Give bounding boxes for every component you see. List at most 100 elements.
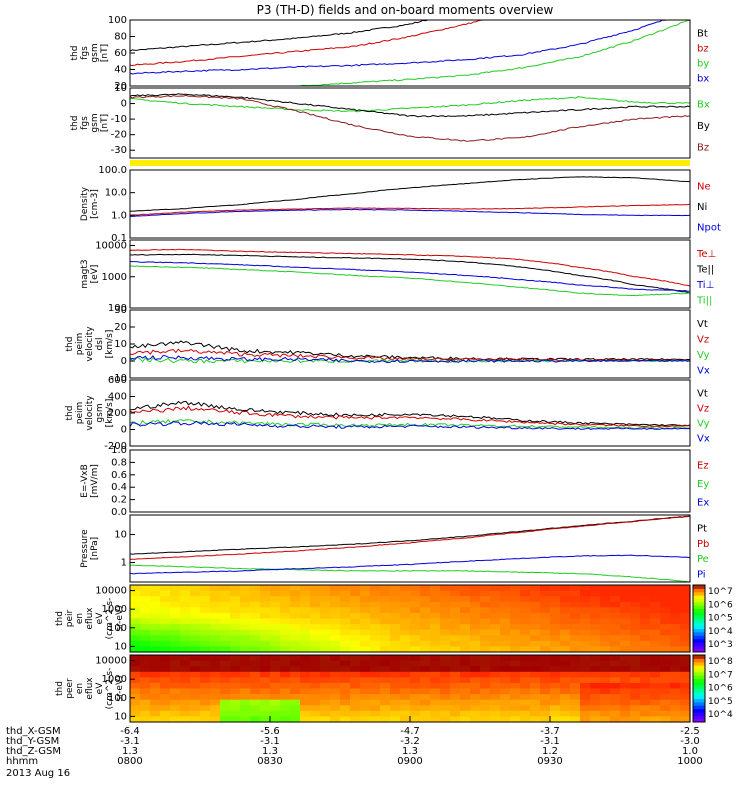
spectrogram-cell	[600, 590, 611, 597]
spectrogram-cell	[190, 624, 201, 631]
spectrogram-cell	[680, 682, 691, 690]
spectrogram-cell	[660, 646, 671, 653]
spectrogram-cell	[290, 677, 301, 684]
spectrogram-cell	[220, 671, 231, 678]
spectrogram-cell	[230, 585, 241, 592]
spectrogram-cell	[470, 699, 481, 706]
spectrogram-cell	[330, 666, 341, 673]
spectrogram-cell	[550, 688, 561, 695]
spectrogram-cell	[370, 655, 381, 662]
spectrogram-cell	[130, 716, 141, 723]
colorbar-step	[693, 661, 705, 666]
spectrogram-cell	[260, 682, 271, 690]
spectrogram-cell	[190, 688, 201, 695]
spectrogram-cell	[580, 624, 591, 631]
spectrogram-cell	[630, 607, 641, 614]
spectrogram-cell	[450, 688, 461, 695]
spectrogram-cell	[470, 618, 481, 625]
spectrogram-cell	[150, 640, 161, 647]
spectrogram-cell	[300, 671, 311, 678]
colorbar-step	[693, 605, 705, 609]
spectrogram-cell	[620, 671, 631, 678]
spectrogram-cell	[330, 596, 341, 603]
spectrogram-cell	[360, 710, 371, 717]
spectrogram-cell	[520, 612, 531, 620]
spectrogram-cell	[270, 688, 281, 695]
spectrogram-cell	[260, 640, 271, 647]
spectrogram-cell	[310, 694, 321, 701]
spectrogram-cell	[180, 607, 191, 614]
spectrogram-cell	[400, 596, 411, 603]
spectrogram-cell	[320, 660, 331, 667]
spectrogram-cell	[560, 705, 571, 712]
spectrogram-cell	[240, 694, 251, 701]
spectrogram-cell	[380, 699, 391, 706]
spectrogram-cell	[350, 618, 361, 625]
spectrogram-cell	[160, 607, 171, 614]
spectrogram-cell	[450, 671, 461, 678]
spectrogram-cell	[130, 682, 141, 690]
spectrogram-cell	[460, 607, 471, 614]
spectrogram-cell	[530, 655, 541, 662]
spectrogram-cell	[260, 716, 271, 723]
panels: 20406080100thdfgsgsm[nT]Btbzbybx-30-20-1…	[55, 15, 733, 723]
spectrogram-cell	[640, 716, 651, 723]
spectrogram-cell	[270, 699, 281, 706]
spectrogram-cell	[390, 699, 401, 706]
spectrogram-cell	[130, 601, 141, 608]
spectrogram-cell	[210, 640, 221, 647]
spectrogram-cell	[610, 688, 621, 695]
y-tick-label: 1.0	[111, 445, 127, 456]
spectrogram-cell	[600, 585, 611, 592]
spectrogram-cell	[520, 710, 531, 717]
spectrogram-cell	[230, 640, 241, 647]
spectrogram-cell	[600, 612, 611, 620]
spectrogram-cell	[170, 640, 181, 647]
spectrogram-cell	[300, 596, 311, 603]
spectrogram-cell	[480, 590, 491, 597]
colorbar-step	[693, 621, 705, 626]
spectrogram-cell	[250, 677, 261, 684]
spectrogram-cell	[280, 635, 291, 642]
y-tick-label: 10	[114, 641, 127, 652]
colorbar-tick-label: 10^3	[708, 640, 733, 650]
spectrogram-cell	[130, 585, 141, 592]
spectrogram-cell	[220, 688, 231, 695]
spectrogram-cell	[390, 635, 401, 642]
spectrogram-cell	[400, 624, 411, 631]
spectrogram-cell	[220, 699, 231, 706]
spectrogram-cell	[650, 585, 661, 592]
spectrogram-cell	[320, 716, 331, 723]
spectrogram-cell	[260, 710, 271, 717]
spectrogram-cell	[540, 694, 551, 701]
spectrogram-cell	[140, 590, 151, 597]
spectrogram-cell	[650, 710, 661, 717]
spectrogram-cell	[440, 585, 451, 592]
spectrogram-cell	[580, 688, 591, 695]
x-tick-label: 1.3	[122, 746, 138, 757]
spectrogram-cell	[390, 705, 401, 712]
spectrogram-cell	[210, 660, 221, 667]
spectrogram-cell	[610, 694, 621, 701]
spectrogram-cell	[300, 655, 311, 662]
spectrogram-cell	[580, 640, 591, 647]
spectrogram-cell	[250, 624, 261, 631]
y-tick-label: -30	[111, 145, 127, 156]
spectrogram-cell	[510, 607, 521, 614]
spectrogram-cell	[430, 660, 441, 667]
spectrogram-cell	[210, 705, 221, 712]
spectrogram-cell	[200, 629, 211, 636]
y-tick-label: 600	[108, 375, 127, 386]
spectrogram-cell	[420, 646, 431, 653]
spectrogram-cell	[300, 585, 311, 592]
spectrogram-cell	[570, 666, 581, 673]
spectrogram-cell	[430, 710, 441, 717]
spectrogram-cell	[250, 646, 261, 653]
spectrogram-cell	[420, 607, 431, 614]
spectrogram-cell	[500, 624, 511, 631]
legend-label: Bt	[697, 29, 708, 40]
spectrogram-cell	[180, 671, 191, 678]
colorbar-step	[693, 625, 705, 630]
colorbar-tick-label: 10^7	[708, 587, 733, 597]
spectrogram-cell	[200, 590, 211, 597]
